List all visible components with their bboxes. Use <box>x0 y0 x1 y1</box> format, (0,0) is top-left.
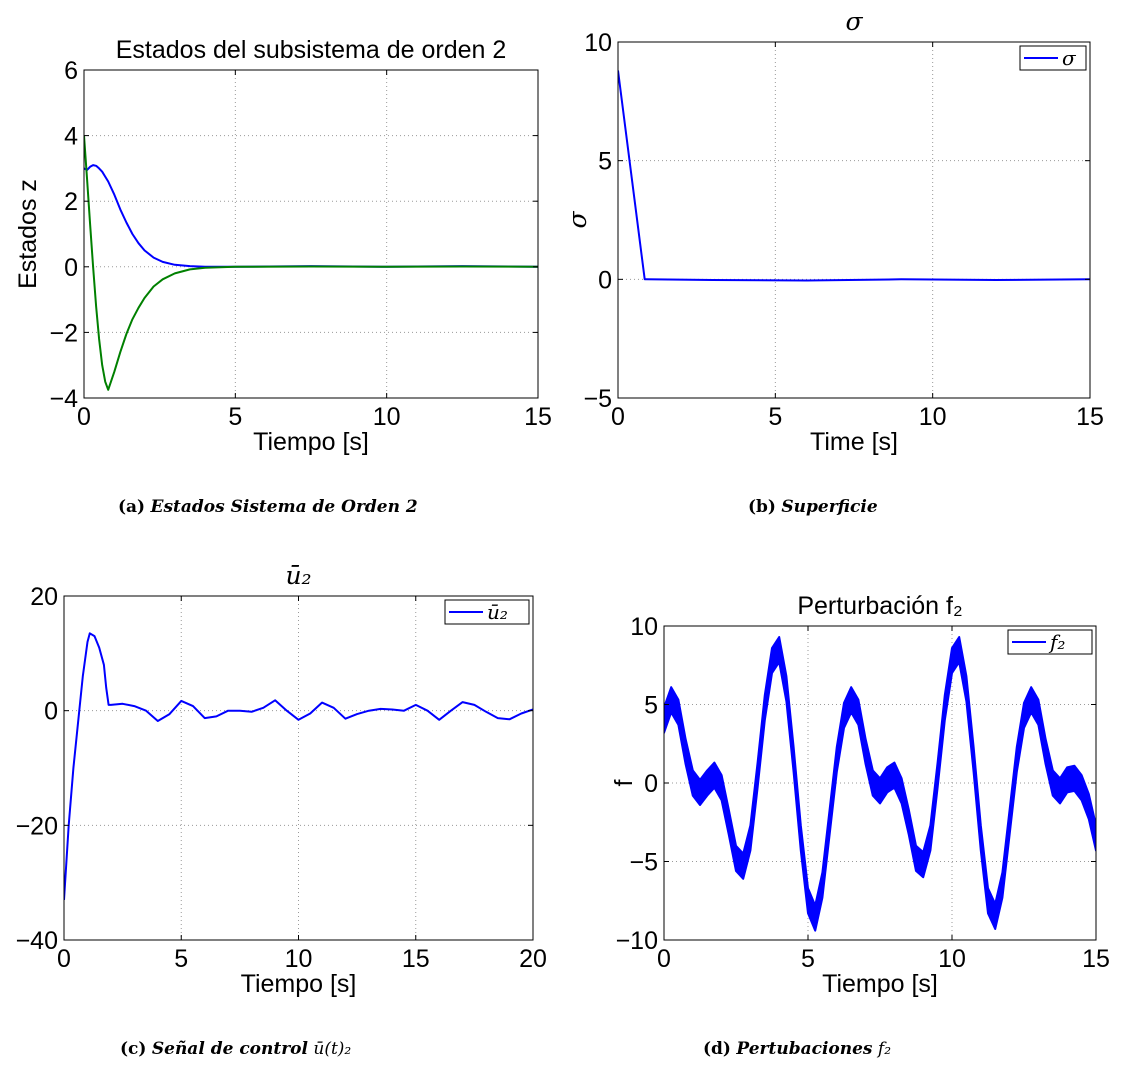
caption-math: ū(t)₂ <box>313 1039 352 1059</box>
x-tick-label: 10 <box>373 403 401 431</box>
series-line <box>84 164 538 268</box>
caption-tag: (b) <box>748 497 776 517</box>
y-tick-label: 0 <box>64 254 78 282</box>
legend: ū₂ <box>444 599 530 625</box>
caption-tag: (d) <box>703 1039 731 1059</box>
legend: σ <box>1019 45 1087 71</box>
x-tick-label: 15 <box>402 945 430 973</box>
x-tick-label: 15 <box>1082 945 1110 973</box>
caption-text: Superficie <box>781 497 878 517</box>
x-tick-label: 10 <box>938 945 966 973</box>
series-line <box>64 632 533 900</box>
x-tick-label: 10 <box>285 945 313 973</box>
caption-text: Señal de control <box>151 1039 308 1059</box>
caption-c: (c) Señal de control ū(t)₂ <box>120 1039 351 1059</box>
y-tick-label: 10 <box>584 29 612 57</box>
x-tick-label: 5 <box>228 403 242 431</box>
series-line <box>618 70 1090 282</box>
x-tick-label: 0 <box>611 403 625 431</box>
chart-panel-c: 0 5 10 15 20 −40 −20 0 20 ū₂ Tiempo [s] ū₂ <box>16 561 547 998</box>
x-tick-label: 5 <box>801 945 815 973</box>
x-tick-label: 10 <box>919 403 947 431</box>
y-tick-label: 20 <box>30 583 58 611</box>
y-tick-label: −5 <box>629 849 658 877</box>
y-tick-label: 6 <box>64 57 78 85</box>
y-tick-label: 0 <box>598 266 612 294</box>
x-axis-label: Time [s] <box>810 428 898 456</box>
x-axis-label: Tiempo [s] <box>253 428 369 456</box>
x-tick-label: 0 <box>657 945 671 973</box>
caption-tag: (c) <box>120 1039 147 1059</box>
caption-b: (b) Superficie <box>748 497 878 517</box>
y-axis-label: f <box>610 779 638 786</box>
x-tick-label: 5 <box>768 403 782 431</box>
chart-title: Perturbación f₂ <box>797 592 962 620</box>
y-axis-label: σ <box>563 211 592 229</box>
axes-frame <box>83 69 539 399</box>
y-tick-label: 4 <box>64 123 78 151</box>
legend: f₂ <box>1007 629 1093 655</box>
y-tick-label: 0 <box>644 770 658 798</box>
y-tick-label: −20 <box>16 812 58 840</box>
legend-label: f₂ <box>1048 630 1065 654</box>
chart-title: Estados del subsistema de orden 2 <box>116 36 507 64</box>
x-tick-label: 15 <box>1076 403 1104 431</box>
caption-text: Pertubaciones <box>736 1039 873 1059</box>
caption-text: Estados Sistema de Orden 2 <box>150 497 418 517</box>
series-line <box>84 135 538 391</box>
chart-title: ū₂ <box>285 561 311 590</box>
y-tick-label: −10 <box>616 927 658 955</box>
y-tick-label: 5 <box>598 148 612 176</box>
y-tick-label: 5 <box>644 692 658 720</box>
series-band <box>664 636 1096 932</box>
x-axis-label: Tiempo [s] <box>822 970 938 998</box>
y-axis-label: Estados z <box>14 179 42 289</box>
x-tick-label: 15 <box>524 403 552 431</box>
chart-panel-a: 0 5 10 15 −4 −2 0 2 4 6 Estados del subsistema de … <box>14 36 552 456</box>
y-tick-label: 2 <box>64 188 78 216</box>
y-tick-label: −40 <box>16 927 58 955</box>
x-axis-label: Tiempo [s] <box>241 970 357 998</box>
y-tick-label: −4 <box>49 385 78 413</box>
x-tick-label: 0 <box>57 945 71 973</box>
chart-title: σ <box>845 7 863 36</box>
caption-math: f₂ <box>877 1039 892 1059</box>
chart-panel-d: 0 5 10 15 −10 −5 0 5 10 Perturbación f₂ Tiempo [s]… <box>610 592 1110 998</box>
caption-a: (a) Estados Sistema de Orden 2 <box>118 497 418 517</box>
x-tick-label: 20 <box>519 945 547 973</box>
y-tick-label: −5 <box>583 385 612 413</box>
y-tick-label: 0 <box>44 698 58 726</box>
x-tick-label: 0 <box>77 403 91 431</box>
caption-d: (d) Pertubaciones f₂ <box>703 1039 891 1059</box>
y-tick-label: −2 <box>49 319 78 347</box>
axes-frame <box>617 41 1091 399</box>
x-tick-label: 5 <box>174 945 188 973</box>
y-tick-label: 10 <box>630 613 658 641</box>
legend-label: σ <box>1062 46 1077 70</box>
caption-tag: (a) <box>118 497 146 517</box>
legend-label: ū₂ <box>487 600 508 624</box>
